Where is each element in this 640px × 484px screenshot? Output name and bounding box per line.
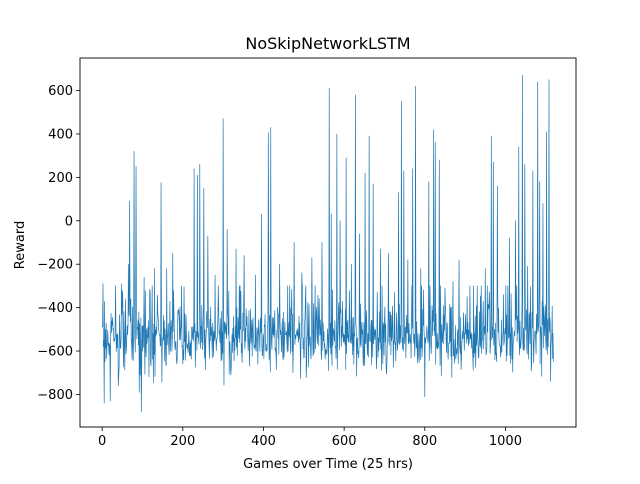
y-axis: −800 −600 −400 −200 0 200 400 600 [37,84,80,403]
x-tick-label: 800 [412,434,437,449]
reward-series-line [101,75,554,413]
y-tick-label: 0 [65,214,73,229]
x-tick-label: 1000 [489,434,522,449]
y-tick-label: −600 [37,345,73,360]
x-axis-label: Games over Time (25 hrs) [243,457,413,472]
y-tick-label: 200 [48,171,73,186]
y-tick-label: 600 [48,84,73,99]
x-tick-label: 400 [251,434,276,449]
chart-title: NoSkipNetworkLSTM [245,34,410,53]
x-tick-label: 200 [170,434,195,449]
series-group [101,75,554,413]
axes-frame [79,57,577,428]
y-tick-label: 400 [48,127,73,142]
x-tick-label: 600 [332,434,357,449]
y-tick-label: −200 [37,258,73,273]
x-tick-label: 0 [98,434,106,449]
y-axis-label: Reward [13,221,28,269]
plot-area [79,57,577,428]
y-tick-label: −800 [37,388,73,403]
x-axis: 0 200 400 600 800 1000 [98,427,522,449]
y-tick-label: −400 [37,301,73,316]
